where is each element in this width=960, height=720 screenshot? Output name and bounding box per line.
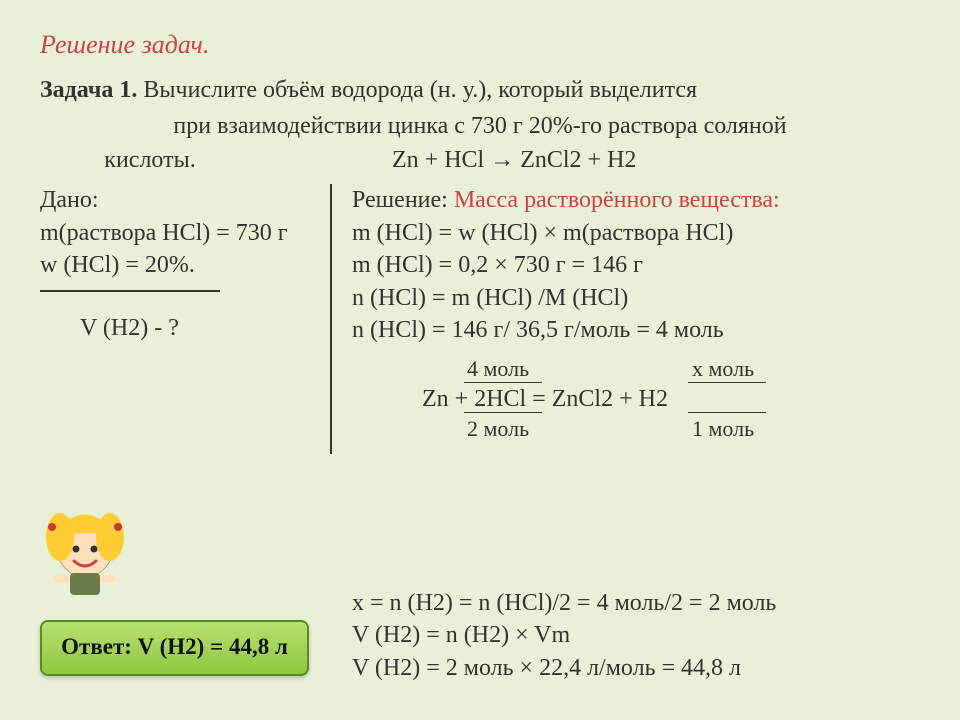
task-label: Задача 1. bbox=[40, 77, 137, 103]
answer-box: Ответ: V (H2) = 44,8 л bbox=[40, 620, 309, 676]
find-line: V (H2) - ? bbox=[40, 300, 330, 342]
calc-2: V (H2) = n (H2) × Vm bbox=[352, 619, 776, 651]
task-text-2: при взаимодействии цинка с 730 г 20%-го … bbox=[0, 111, 960, 147]
given-line-2: w (HCl) = 20%. bbox=[40, 249, 330, 281]
task-equation: Zn + HCl → ZnCl2 + H2 bbox=[392, 147, 636, 173]
bar-bot-left bbox=[464, 412, 542, 413]
calc-1: х = n (H2) = n (HCl)/2 = 4 моль/2 = 2 мо… bbox=[352, 587, 776, 619]
stoichiometry-block: 4 моль х моль Zn + 2HCl = ZnCl2 + H2 2 м… bbox=[422, 360, 920, 440]
cartoon-icon bbox=[40, 507, 130, 602]
bar-bot-right bbox=[688, 412, 766, 413]
eq-main: Zn + 2HCl = ZnCl2 + H2 bbox=[422, 386, 668, 413]
sol-l4: n (HCl) = 146 г/ 36,5 г/моль = 4 моль bbox=[352, 314, 920, 346]
eq-bot-right: 1 моль bbox=[692, 416, 754, 442]
given-line-1: m(раствора HCl) = 730 г bbox=[40, 217, 330, 249]
solution-label: Решение: bbox=[352, 187, 448, 213]
calc-3: V (H2) = 2 моль × 22,4 л/моль = 44,8 л bbox=[352, 652, 776, 684]
solution-subtitle: Масса растворённого вещества: bbox=[454, 187, 780, 213]
eq-bot-left: 2 моль bbox=[467, 416, 529, 442]
given-column: Дано: m(раствора HCl) = 730 г w (HCl) = … bbox=[40, 184, 330, 454]
sol-l2: m (HCl) = 0,2 × 730 г = 146 г bbox=[352, 249, 920, 281]
solution-column: Решение: Масса растворённого вещества: m… bbox=[330, 184, 920, 454]
task-text-3-left: кислоты. bbox=[40, 147, 260, 174]
eq-top-right: х моль bbox=[692, 356, 754, 382]
given-header: Дано: bbox=[40, 184, 330, 216]
task-text-1: Вычислите объём водорода (н. у.), которы… bbox=[143, 77, 697, 103]
divider bbox=[40, 290, 220, 292]
bar-top-right bbox=[688, 382, 766, 383]
eq-top-left: 4 моль bbox=[467, 356, 529, 382]
final-calculations: х = n (H2) = n (HCl)/2 = 4 моль/2 = 2 мо… bbox=[352, 587, 776, 684]
task-statement: Задача 1. Вычислите объём водорода (н. у… bbox=[0, 70, 960, 111]
sol-l1: m (HCl) = w (HCl) × m(раствора HCl) bbox=[352, 217, 920, 249]
solution-header: Решение: Масса растворённого вещества: bbox=[352, 184, 920, 216]
main-area: Дано: m(раствора HCl) = 730 г w (HCl) = … bbox=[0, 184, 960, 454]
section-title: Решение задач. bbox=[0, 0, 960, 70]
bar-top-left bbox=[464, 382, 542, 383]
task-line3: кислоты. Zn + HCl → ZnCl2 + H2 bbox=[0, 147, 960, 184]
sol-l3: n (HCl) = m (HCl) /М (HCl) bbox=[352, 282, 920, 314]
